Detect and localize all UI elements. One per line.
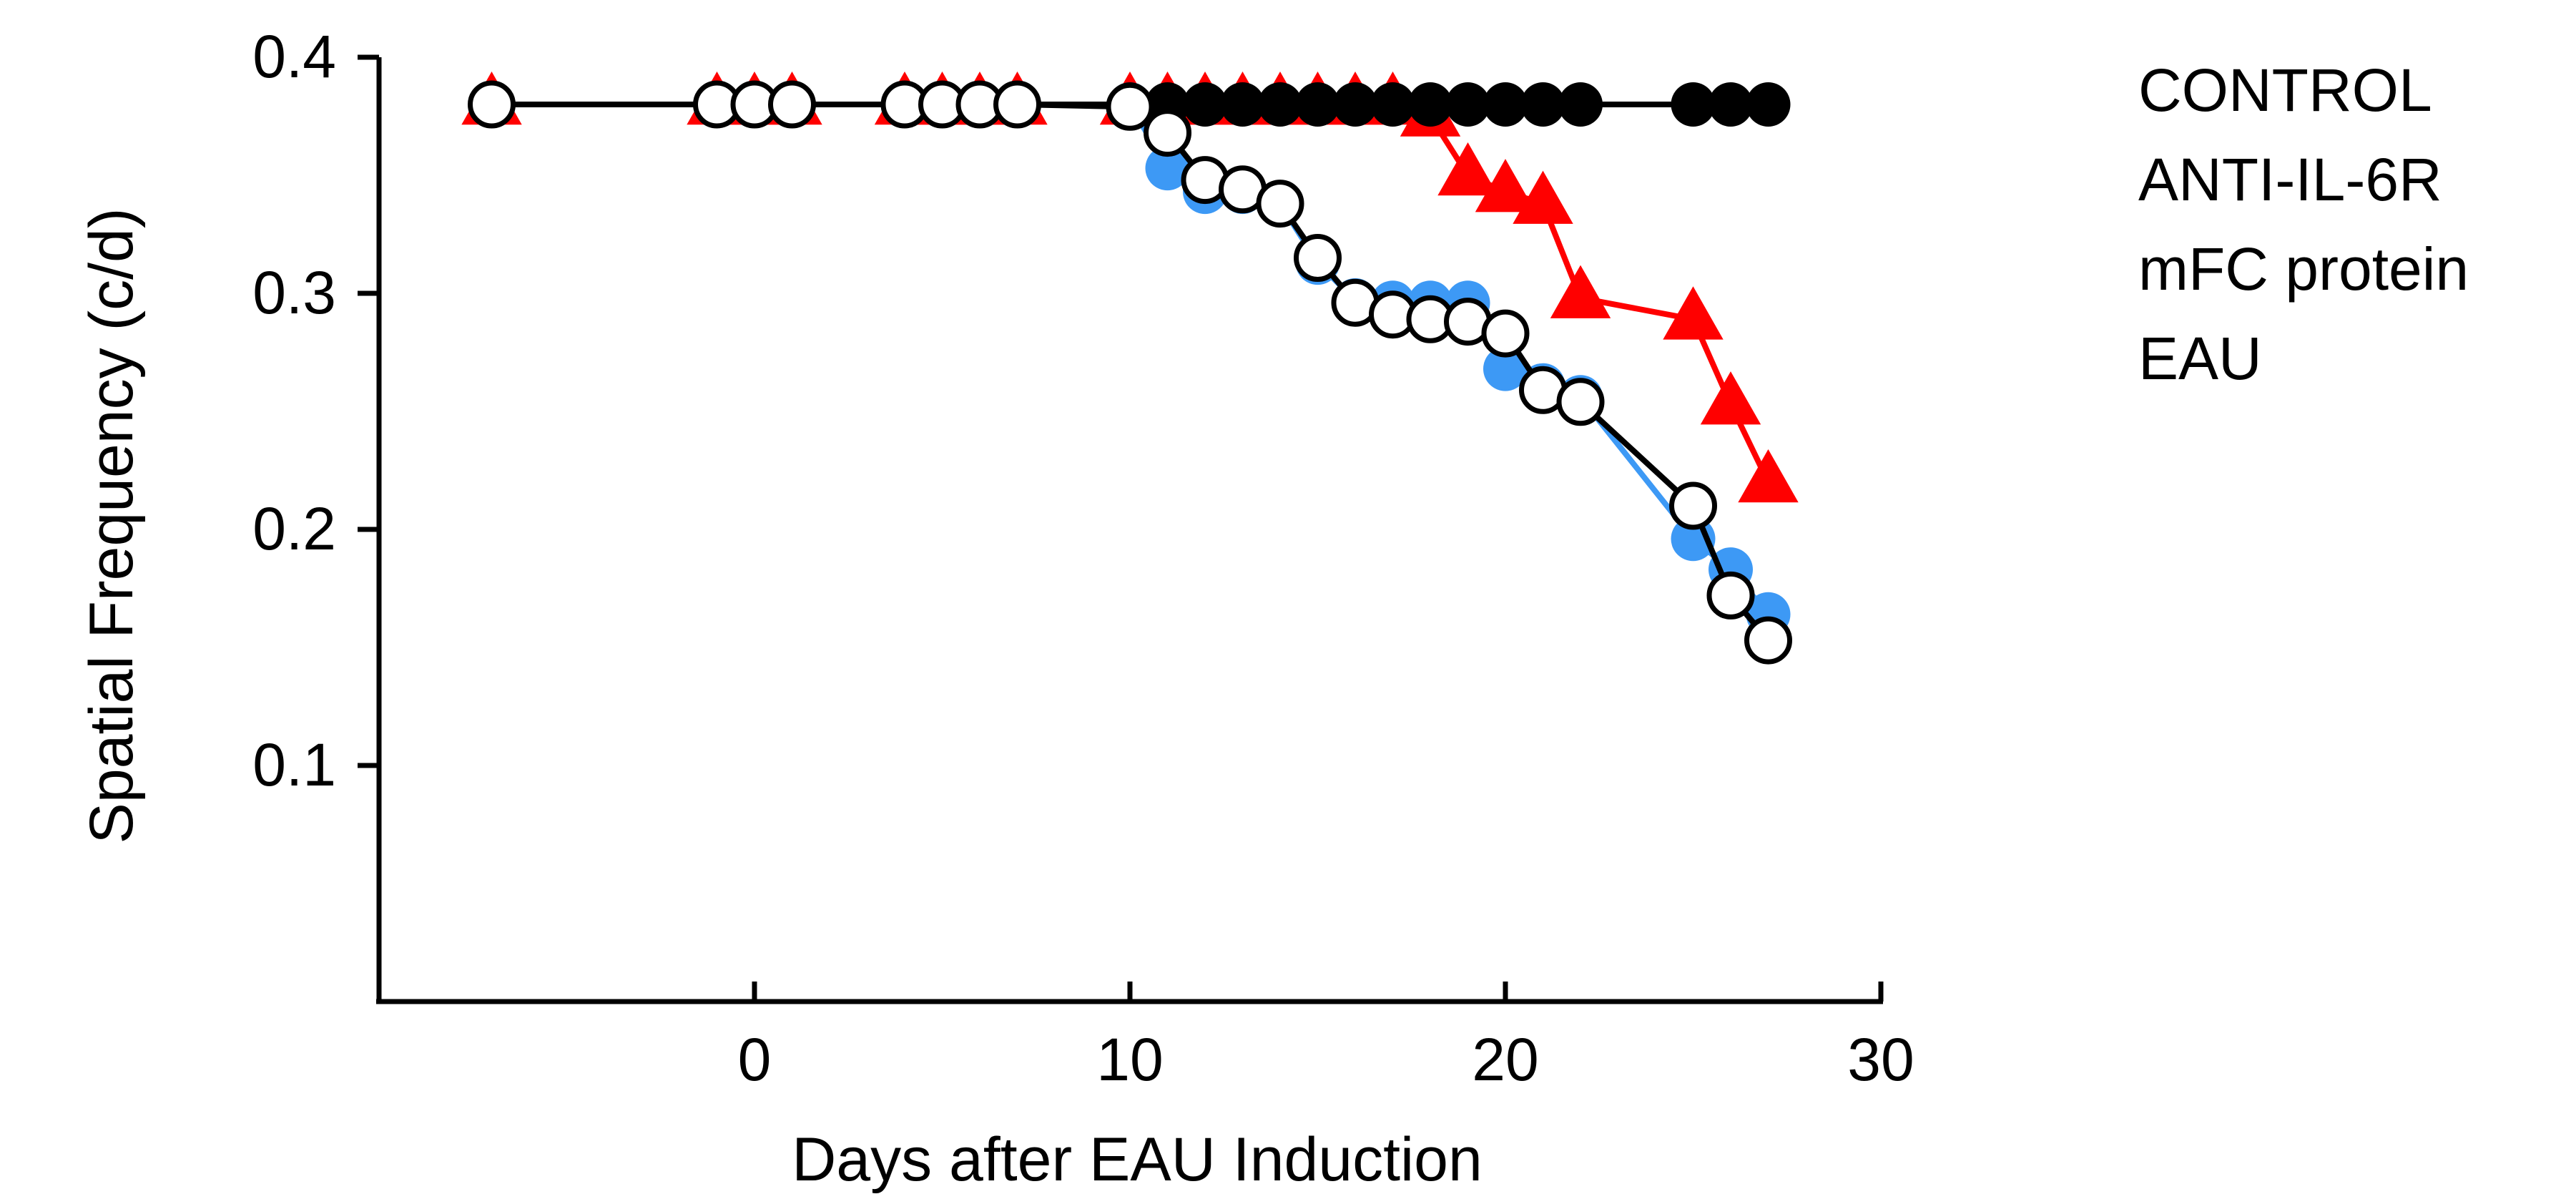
legend-entry-eau: EAU <box>2138 325 2262 392</box>
data-point <box>1145 146 1190 191</box>
data-point <box>1671 82 1716 127</box>
data-point <box>468 80 516 129</box>
data-point <box>1558 82 1603 127</box>
legend-entry-control: CONTROL <box>2138 57 2432 124</box>
data-point <box>1370 82 1415 127</box>
data-point <box>1408 82 1452 127</box>
y-axis-label: Spatial Frequency (c/d) <box>77 207 146 843</box>
data-point <box>1445 82 1490 127</box>
x-tick-label: 30 <box>1847 1026 1914 1093</box>
data-point <box>1513 170 1573 224</box>
data-point <box>1744 616 1792 665</box>
y-tick-label: 0.3 <box>252 259 336 326</box>
data-point <box>1700 371 1761 425</box>
data-point <box>1738 449 1799 503</box>
data-point <box>1294 234 1342 282</box>
data-point <box>993 80 1041 129</box>
data-point <box>1706 571 1755 620</box>
axes: 0.1 0.2 0.3 0.4 0 10 20 30 <box>252 23 1914 1093</box>
data-point <box>1295 82 1340 127</box>
legend: CONTROL ANTI-IL-6R mFC protein EAU <box>2138 57 2469 392</box>
data-point <box>1437 142 1498 196</box>
data-point <box>1183 82 1227 127</box>
data-point <box>768 80 816 129</box>
y-tick-label: 0.2 <box>252 495 336 562</box>
data-point <box>1481 309 1530 358</box>
data-point <box>1258 82 1302 127</box>
x-axis-label: Days after EAU Induction <box>792 1125 1483 1194</box>
data-point <box>1663 286 1724 340</box>
y-tick-label: 0.4 <box>252 23 336 90</box>
data-point <box>1144 109 1191 157</box>
series-eau <box>468 80 1792 665</box>
series-layer <box>461 71 1799 665</box>
series-line <box>491 102 1771 617</box>
y-tick-label: 0.1 <box>252 731 336 798</box>
x-tick-label: 0 <box>738 1026 772 1093</box>
legend-entry-anti-il-6r: ANTI-IL-6R <box>2138 146 2442 213</box>
series-line <box>491 102 1771 642</box>
data-point <box>1709 82 1753 127</box>
data-point <box>1550 265 1611 318</box>
data-point <box>1483 82 1528 127</box>
data-point <box>1475 159 1536 212</box>
data-point <box>1483 346 1528 391</box>
series-anti-il-6r <box>461 71 1799 503</box>
data-point <box>1106 82 1154 131</box>
data-point <box>1669 481 1717 530</box>
x-tick-label: 20 <box>1472 1026 1538 1093</box>
x-tick-label: 10 <box>1096 1026 1163 1093</box>
data-point <box>1520 82 1565 127</box>
data-point <box>1556 378 1605 426</box>
legend-entry-mfc-protein: mFC protein <box>2138 235 2469 303</box>
data-point <box>1256 180 1304 228</box>
data-point <box>1220 82 1265 127</box>
data-point <box>1333 82 1377 127</box>
data-point <box>1746 82 1791 127</box>
series-mfc-protein <box>469 82 1791 637</box>
